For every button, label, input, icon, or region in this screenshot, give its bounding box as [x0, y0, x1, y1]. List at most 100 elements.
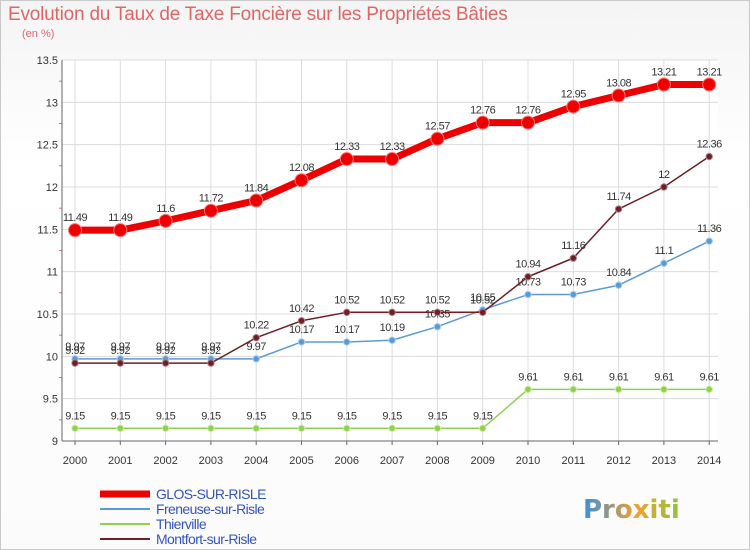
data-label: 11.16: [561, 240, 586, 252]
y-unit-label: (en %): [22, 28, 55, 40]
data-label: 9.15: [246, 410, 266, 422]
legend-label: GLOS-SUR-RISLE: [156, 486, 266, 502]
data-label: 9.92: [65, 345, 85, 357]
data-label: 9.97: [201, 341, 221, 353]
data-point: [116, 424, 125, 432]
data-label: 9.61: [654, 371, 674, 383]
data-label: 9.15: [65, 410, 85, 422]
data-label: 9.61: [518, 371, 538, 383]
data-label: 10.84: [606, 267, 631, 279]
legend-item: Freneuse-sur-Risle: [100, 501, 266, 517]
data-label: 11.1: [655, 245, 674, 257]
x-tick-label: 2014: [697, 455, 721, 467]
data-point: [297, 317, 306, 325]
y-tick-label: 13.5: [37, 55, 58, 67]
data-label: 13.08: [606, 78, 631, 90]
axes: 9 9.5 10 10.5 11 11.5 12 12.5 13 13.5 2000 2001 2002…: [37, 55, 722, 467]
legend-label: Montfort-sur-Risle: [156, 531, 257, 547]
x-tick-label: 2009: [470, 455, 494, 467]
chart-title: Evolution du Taux de Taxe Foncière sur l…: [8, 4, 508, 25]
data-point: [569, 290, 577, 299]
data-point: [524, 385, 532, 394]
data-point: [524, 273, 532, 281]
data-label: 11.6: [156, 203, 175, 215]
series-glos-sur-risle: 11.49 11.49 11.6 11.72 11.84 12.08 12.33 12.33 1…: [63, 67, 723, 238]
legend-item: Montfort-sur-Risle: [100, 531, 258, 547]
data-point: [388, 336, 396, 344]
x-tick-label: 2000: [63, 455, 87, 467]
data-point: [660, 385, 668, 394]
x-tick-label: 2002: [153, 455, 177, 467]
data-label: 9.92: [156, 345, 176, 357]
data-point: [705, 237, 713, 245]
x-tick-label: 2008: [425, 455, 449, 467]
x-tick-label: 2004: [244, 455, 268, 467]
data-point: [524, 290, 532, 299]
data-point: [203, 203, 218, 218]
data-label: 12.57: [425, 121, 450, 133]
plot-area: [62, 60, 718, 441]
data-label: 9.15: [337, 410, 357, 422]
y-tick-label: 11.5: [37, 224, 58, 236]
data-point: [656, 77, 671, 92]
data-label: 9.15: [292, 410, 312, 422]
data-label: 10.94: [515, 259, 540, 271]
data-label: 10.52: [334, 294, 359, 306]
data-point: [297, 338, 306, 346]
legend-label: Thierville: [156, 516, 207, 532]
data-label: 9.15: [428, 410, 448, 422]
data-label: 10.73: [561, 277, 586, 289]
data-point: [388, 424, 396, 432]
data-label: 13.21: [651, 67, 676, 79]
data-label: 12: [658, 169, 670, 181]
data-label: 9.61: [609, 371, 629, 383]
data-point: [249, 193, 264, 208]
data-point: [385, 152, 400, 167]
legend-item: GLOS-SUR-RISLE: [100, 486, 267, 502]
data-point: [252, 355, 260, 363]
data-label: 10.17: [289, 324, 314, 336]
data-label: 11.49: [63, 212, 88, 224]
proxiti-logo: Proxiti: [583, 495, 680, 525]
data-label: 10.55: [470, 292, 495, 304]
data-point: [569, 254, 577, 262]
data-label: 12.76: [515, 105, 540, 117]
data-point: [614, 281, 623, 289]
data-point: [430, 131, 445, 146]
data-point: [433, 308, 442, 317]
data-point: [116, 359, 125, 367]
data-label: 9.92: [111, 345, 131, 357]
data-label: 13.21: [697, 67, 722, 79]
data-label: 9.97: [65, 341, 85, 353]
data-point: [161, 424, 170, 432]
data-label: 10.52: [380, 294, 405, 306]
data-label: 11.84: [244, 183, 269, 195]
data-label: 12.33: [380, 141, 405, 153]
data-point: [521, 115, 535, 130]
series-thierville: 9.15 9.15 9.15 9.15 9.15 9.15 9.15 9.15 9.15 9.15…: [65, 371, 720, 432]
data-point: [343, 338, 351, 346]
data-label: 9.97: [111, 341, 131, 353]
data-label: 11.49: [108, 212, 133, 224]
data-label: 9.61: [699, 371, 719, 383]
data-label: 9.97: [246, 341, 266, 353]
data-label: 10.17: [334, 324, 359, 336]
y-tick-label: 9.5: [43, 394, 58, 406]
x-tick-label: 2003: [199, 455, 223, 467]
y-tick-label: 12: [46, 182, 58, 194]
data-point: [566, 99, 581, 114]
x-tick-label: 2010: [516, 455, 540, 467]
data-point: [475, 115, 490, 130]
data-label: 9.15: [382, 410, 402, 422]
y-tick-label: 13: [46, 97, 58, 109]
x-tick-label: 2012: [606, 455, 630, 467]
data-point: [252, 424, 260, 432]
legend: GLOS-SUR-RISLEFreneuse-sur-RisleThiervil…: [100, 486, 267, 547]
data-point: [68, 223, 82, 238]
data-point: [660, 183, 668, 191]
series-group: 9.979.979.979.979.9710.1710.1710.1910.35…: [63, 67, 723, 432]
data-point: [388, 308, 396, 317]
data-point: [569, 385, 577, 394]
